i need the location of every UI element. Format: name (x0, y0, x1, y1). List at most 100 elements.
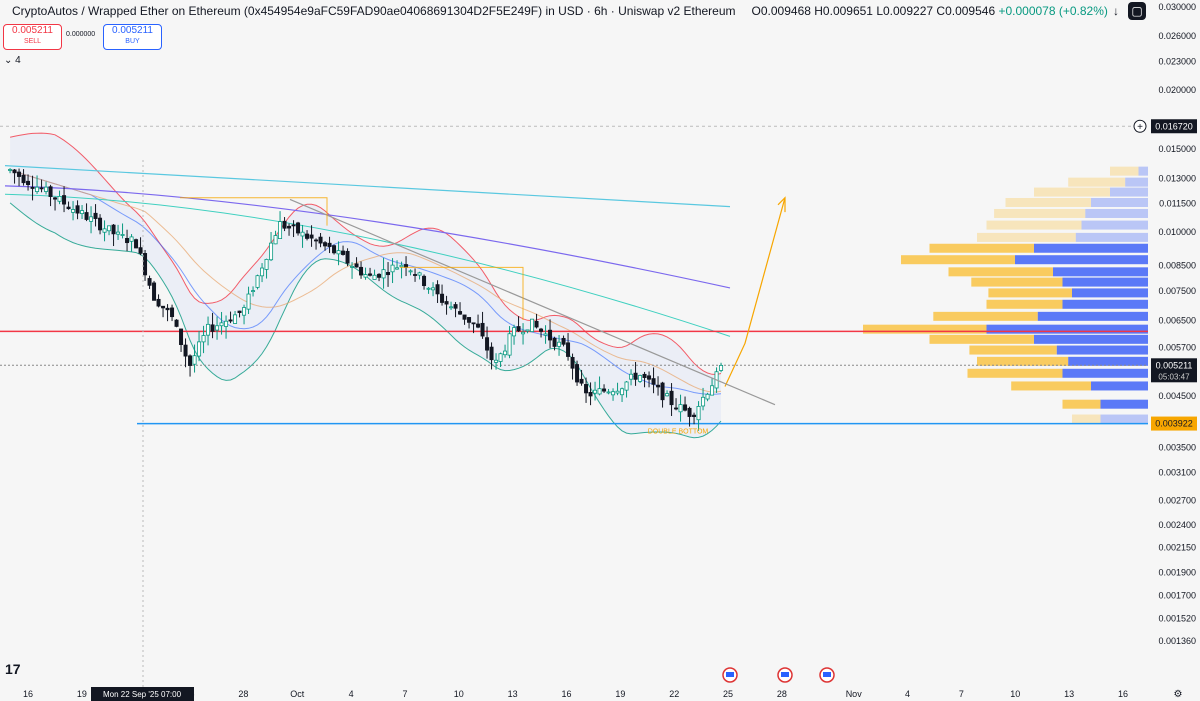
volume-profile-sell-bar (988, 288, 1072, 298)
volume-profile-buy-bar (1037, 311, 1148, 321)
candle-body (503, 350, 508, 356)
candle-body (300, 231, 305, 237)
indicators-count: 4 (15, 55, 21, 66)
double-bottom-label: DOUBLE BOTTOM (648, 429, 709, 436)
y-tick-label: 0.013000 (1158, 173, 1196, 183)
candle-body (674, 407, 679, 410)
candle-body (494, 359, 499, 363)
volume-profile-buy-bar (1091, 197, 1148, 207)
candle-body (489, 346, 494, 361)
candle-body (134, 239, 139, 249)
range-box-2 (400, 266, 524, 320)
candle-body (26, 180, 31, 186)
sell-price: 0.005211 (12, 25, 53, 36)
x-tick-label: 10 (454, 689, 464, 699)
candle-body (458, 311, 463, 315)
candle-body (93, 212, 98, 219)
screenshot-icon[interactable]: ▢ (1128, 2, 1146, 20)
indicators-toggle[interactable]: ⌄ 4 (4, 55, 21, 66)
volume-profile-buy-bar (1085, 208, 1148, 218)
candle-body (80, 210, 85, 215)
buy-button[interactable]: 0.005211 BUY (103, 24, 162, 50)
candle-body (174, 319, 179, 327)
y-tick-label: 0.010000 (1158, 227, 1196, 237)
x-tick-label: 19 (77, 689, 87, 699)
volume-profile-sell-bar (933, 311, 1038, 321)
candle-body (431, 287, 436, 291)
y-tick-label: 0.011500 (1159, 198, 1196, 208)
ema-50-line (4, 193, 731, 337)
candle-body (197, 341, 202, 357)
candle-body (201, 335, 206, 343)
candle-body (210, 324, 215, 332)
candle-body (12, 169, 17, 174)
countdown-label: 05:03:47 (1158, 372, 1190, 381)
candle-body (341, 250, 346, 255)
candle-body (98, 217, 103, 231)
candle-body (327, 242, 332, 247)
settings-gear-icon: ⚙ (1174, 689, 1183, 700)
candle-body (566, 342, 571, 357)
y-tick-label: 0.008500 (1158, 260, 1196, 270)
candle-body (638, 375, 643, 382)
volume-profile-buy-bar (1068, 356, 1148, 366)
candle-body (323, 242, 328, 247)
candle-body (696, 406, 701, 421)
candle-body (543, 333, 548, 336)
pair-title[interactable]: CryptoAutos / Wrapped Ether on Ethereum … (12, 4, 736, 18)
candle-body (593, 389, 598, 394)
x-tick-label: 4 (905, 689, 910, 699)
candle-body (62, 195, 67, 205)
marker-price-label-badge (1151, 119, 1197, 134)
candle-body (120, 234, 125, 236)
volume-profile-sell-bar (986, 299, 1063, 309)
volume-profile-buy-bar (1034, 243, 1148, 253)
event-flag-icon (823, 672, 831, 677)
candle-body (606, 391, 611, 394)
x-tick-label: 7 (959, 689, 964, 699)
y-tick-label: 0.006500 (1158, 315, 1196, 325)
sell-label: SELL (23, 38, 42, 45)
candle-body (291, 224, 296, 227)
sell-button[interactable]: 0.005211 SELL (3, 24, 62, 50)
candle-body (350, 266, 355, 268)
candle-body (309, 234, 314, 239)
candle-body (138, 247, 143, 254)
candle-body (485, 337, 490, 351)
volume-profile-sell-bar (1110, 166, 1139, 176)
volume-profile-sell-bar (1062, 399, 1101, 409)
ema-200-line (4, 165, 731, 208)
candle-body (507, 333, 512, 356)
ohlc-change: +0.000078 (+0.82%) (998, 4, 1108, 18)
volume-profile-buy-bar (986, 324, 1148, 334)
candle-body (179, 328, 184, 345)
candle-body (539, 328, 544, 332)
download-icon[interactable]: ↓ (1113, 4, 1119, 18)
candle-body (53, 197, 58, 200)
x-tick-label: 13 (1064, 689, 1074, 699)
candle-body (395, 267, 400, 270)
crosshair-time-label: Mon 22 Sep '25 07:00 (103, 690, 182, 699)
candle-body (161, 305, 166, 309)
x-tick-label: 16 (1118, 689, 1128, 699)
volume-profile-sell-bar (948, 267, 1053, 277)
candle-body (354, 263, 359, 268)
candle-body (498, 353, 503, 362)
x-tick-label: 22 (669, 689, 679, 699)
last-price-label: 0.005211 (1156, 360, 1193, 370)
candle-body (129, 236, 134, 242)
x-tick-label: 16 (23, 689, 33, 699)
candle-body (521, 331, 526, 335)
volume-profile-buy-bar (1053, 267, 1148, 277)
candle-body (318, 236, 323, 244)
candle-body (107, 225, 112, 232)
support-price-label: 0.003922 (1155, 419, 1193, 429)
volume-profile-buy-bar (1062, 368, 1148, 378)
candle-body (147, 278, 152, 286)
candle-body (152, 282, 157, 301)
candle-body (30, 186, 35, 189)
candle-body (336, 250, 341, 255)
y-tick-label: 0.001700 (1158, 590, 1196, 600)
candle-body (480, 322, 485, 337)
